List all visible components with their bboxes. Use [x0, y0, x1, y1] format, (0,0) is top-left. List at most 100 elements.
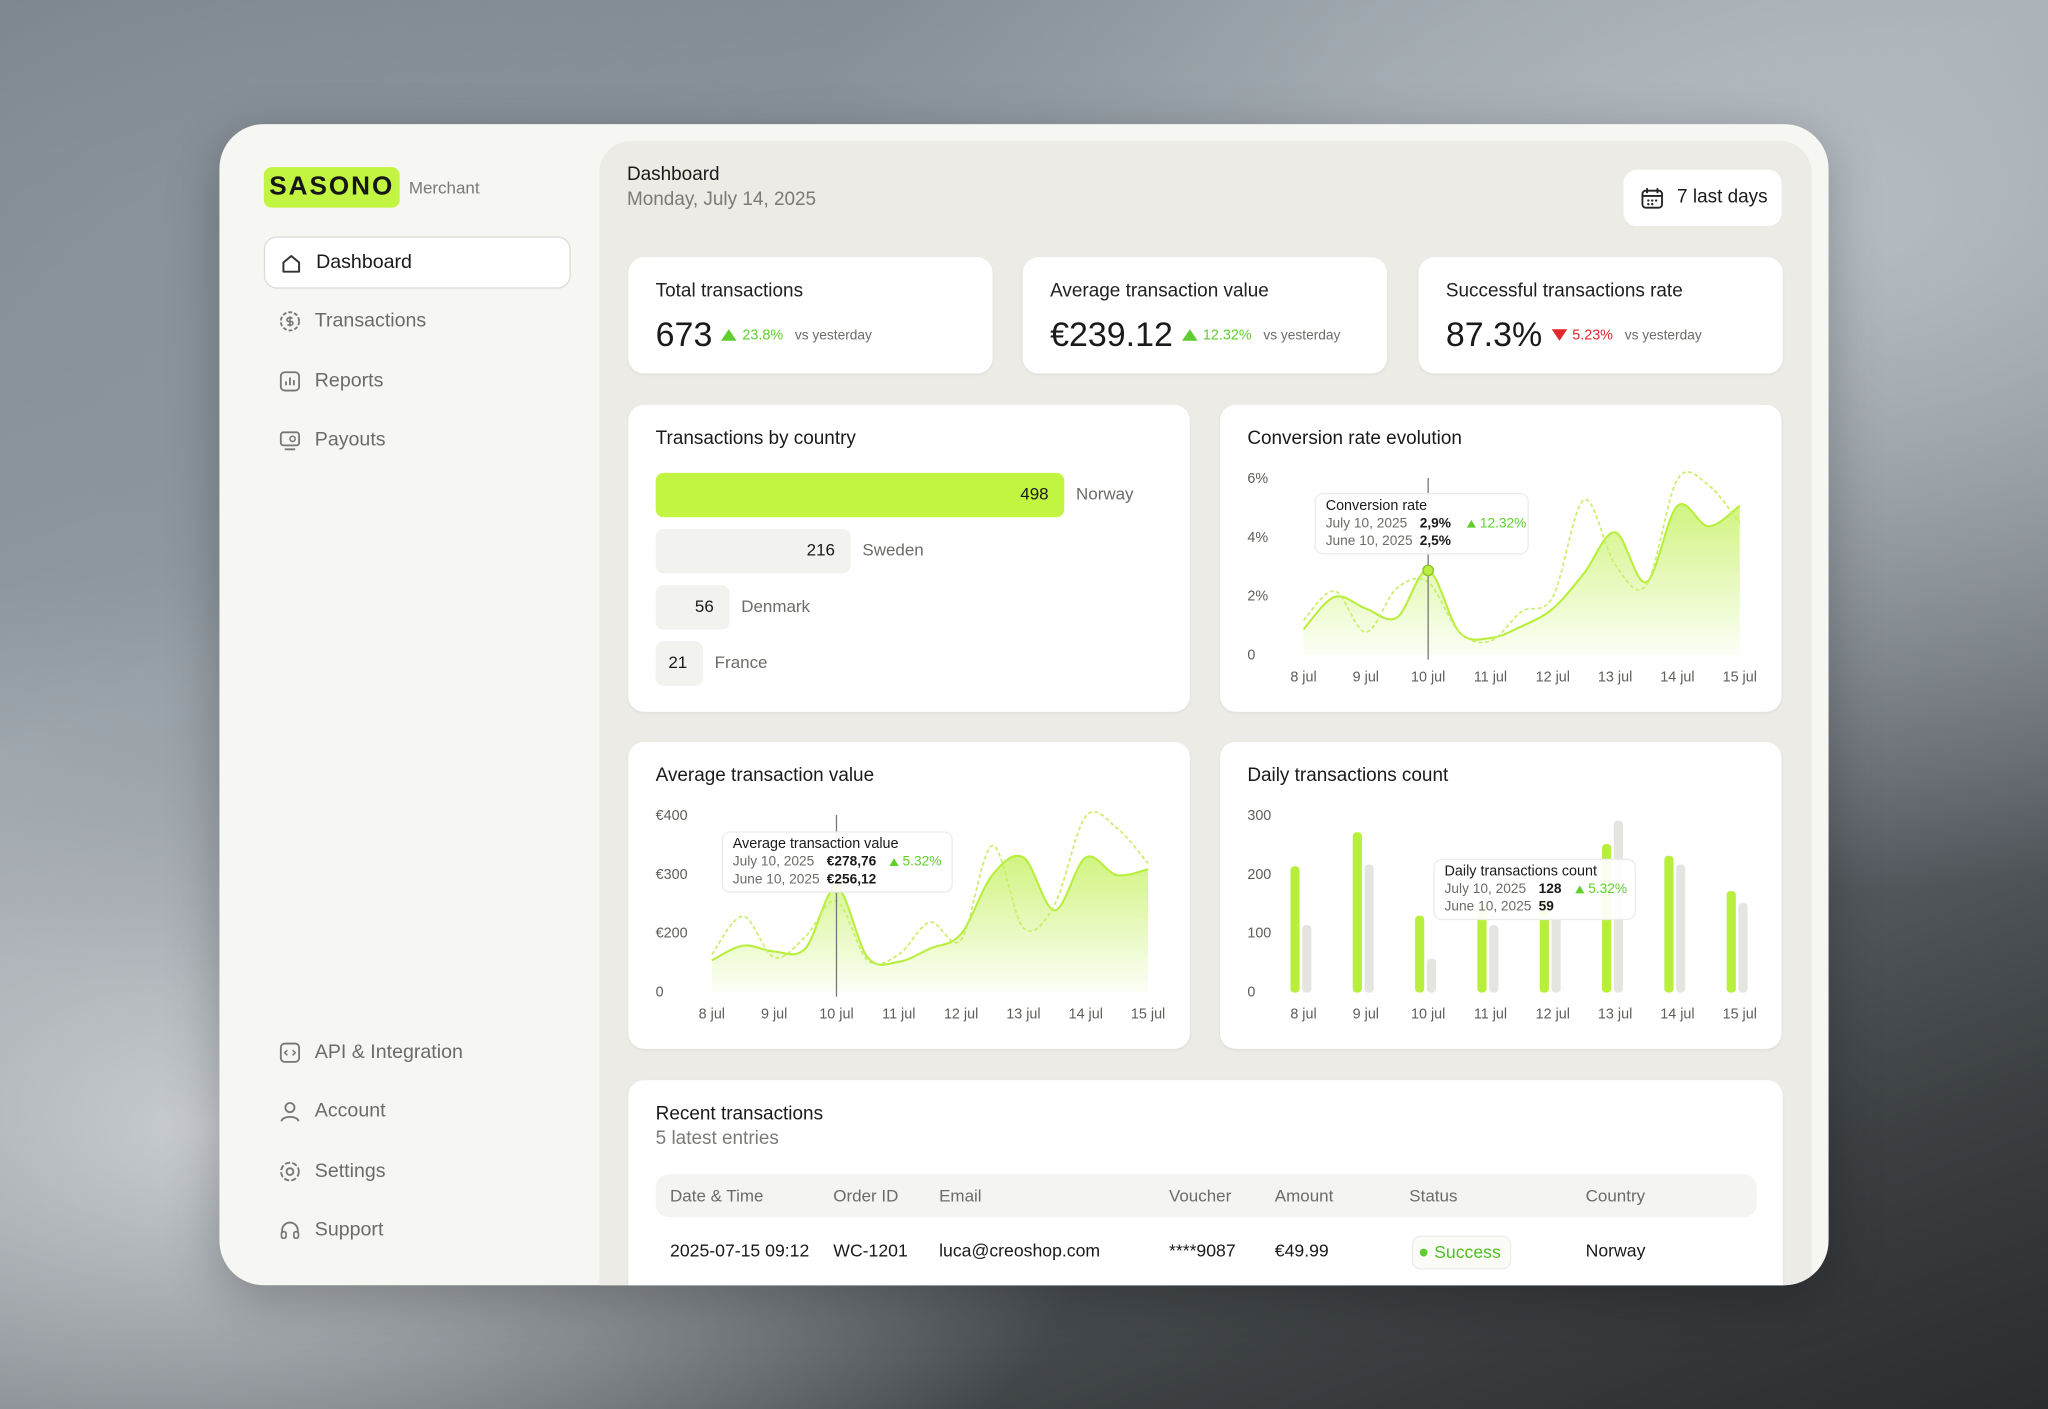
kpi-card: Average transaction value €239.12 12.32% vs…	[1022, 257, 1388, 374]
tooltip-date: July 10, 2025	[1326, 515, 1408, 530]
bar	[1726, 890, 1736, 993]
calendar-icon	[1641, 188, 1663, 209]
y-tick-label: 6%	[1247, 471, 1268, 487]
x-tick-label: 9 jul	[761, 1007, 787, 1023]
nav-label: Dashboard	[316, 250, 412, 273]
tooltip-change: 5.32%	[903, 854, 942, 869]
arrow	[721, 329, 738, 341]
x-tick-label: 11 jul	[1474, 670, 1507, 686]
kpi-compare: vs yesterday	[1624, 327, 1702, 343]
kpi-change: 12.32%	[1202, 327, 1252, 343]
tooltip-value: 2,9%	[1420, 515, 1451, 530]
line	[1302, 502, 1741, 641]
tooltip-date: June 10, 2025	[733, 871, 820, 886]
arrow	[1182, 329, 1198, 341]
kpi-row: €239.12 12.32% vs yesterday	[1050, 315, 1340, 355]
column-header: Order ID	[833, 1185, 899, 1206]
column-header: Email	[939, 1185, 982, 1206]
bar	[1364, 864, 1374, 993]
bar	[655, 472, 1065, 518]
x-tick-label: 9 jul	[1353, 670, 1379, 686]
tooltip-value: 128	[1539, 881, 1562, 896]
chart-card: Daily transactions count 0 100 200 300 8 jul 9…	[1219, 741, 1782, 1049]
x-tick-label: 12 jul	[944, 1007, 978, 1023]
tooltip-title: Conversion rate	[1326, 498, 1427, 514]
app-window: SASONO Merchant Dashboard Transactions Repor…	[219, 124, 1829, 1286]
tooltip-arrow	[889, 858, 899, 866]
bar	[1352, 832, 1362, 993]
page-date: Monday, July 14, 2025	[626, 189, 817, 211]
bar	[1664, 855, 1674, 993]
y-tick-label: €200	[656, 926, 688, 942]
status-dot	[1419, 1248, 1428, 1257]
chart: Daily transactions count 0 100 200 300 8 jul 9…	[1247, 765, 1757, 1023]
bar-category: Denmark	[741, 597, 810, 616]
table-cell: €49.99	[1274, 1240, 1329, 1261]
nav-item[interactable]: API & Integration	[264, 1027, 571, 1079]
date-range-button[interactable]: 7 last days	[1623, 169, 1782, 226]
bar	[1302, 925, 1312, 993]
kpi-value: 673	[655, 314, 713, 354]
tooltip-title: Average transaction value	[733, 836, 899, 852]
tooltip-value: 59	[1539, 899, 1555, 914]
y-tick-label: 0	[1247, 647, 1255, 663]
date-range-label: 7 last days	[1677, 186, 1768, 208]
kpi-value: 87.3%	[1445, 314, 1543, 354]
chart-title: Conversion rate evolution	[1247, 428, 1462, 449]
column-header: Voucher	[1168, 1185, 1232, 1206]
kpi-card: Successful transactions rate 87.3% 5.23% vs…	[1418, 257, 1783, 374]
line	[1302, 471, 1741, 644]
chart: Transactions by country 498 Norway 216 Swede…	[655, 428, 1134, 686]
tooltip-change: 12.32%	[1480, 515, 1526, 530]
nav-item[interactable]: Reports	[264, 355, 571, 407]
bar	[1477, 904, 1487, 993]
nav-item[interactable]: Dashboard	[263, 236, 571, 289]
x-tick-label: 15 jul	[1723, 670, 1757, 686]
column-header: Country	[1585, 1185, 1646, 1206]
table-cell: Norway	[1585, 1240, 1646, 1261]
kpi-arrow	[721, 329, 738, 341]
table-cell: ****9087	[1168, 1240, 1236, 1261]
bar	[655, 641, 703, 686]
chart: Average transaction value 0 €200 €300 €400 8 …	[656, 765, 1166, 1023]
kpi-label: Successful transactions rate	[1445, 280, 1683, 302]
x-tick-label: 12 jul	[1536, 670, 1570, 686]
column-header: Amount	[1274, 1185, 1334, 1206]
bar	[1415, 915, 1425, 993]
logo-text: SASONO	[269, 172, 395, 202]
bar	[1426, 958, 1436, 993]
nav-item[interactable]: Settings	[264, 1145, 571, 1197]
y-tick-label: 0	[656, 984, 664, 1000]
kpi-arrow	[1551, 329, 1567, 341]
kpi-row: 673 23.8% vs yesterday	[656, 315, 872, 355]
x-tick-label: 10 jul	[1411, 670, 1445, 686]
nav-label: Transactions	[314, 309, 427, 333]
nav-icon	[279, 1042, 301, 1063]
nav-item[interactable]: Transactions	[264, 296, 571, 348]
tooltip-value: €278,76	[827, 854, 877, 869]
x-tick-label: 11 jul	[1474, 1007, 1507, 1023]
bar	[655, 585, 730, 630]
kpi-change: 23.8%	[742, 327, 784, 343]
hover-dot	[1422, 564, 1435, 577]
bar-value: 216	[807, 541, 835, 560]
bar	[1489, 925, 1499, 993]
nav-label: Reports	[314, 369, 384, 392]
nav-icon	[279, 311, 301, 332]
y-tick-label: €400	[656, 808, 688, 824]
chart: Conversion rate evolution 0 2% 4% 6% 8 jul 9 j…	[1247, 428, 1757, 686]
bar-value: 498	[1020, 485, 1048, 504]
nav-item[interactable]: Payouts	[264, 414, 571, 466]
bar	[1738, 902, 1748, 993]
table-cell: luca@creoshop.com	[939, 1240, 1101, 1261]
tooltip-value: €256,12	[827, 871, 877, 886]
kpi-value: €239.12	[1050, 314, 1173, 354]
tooltip-change: 5.32%	[1588, 881, 1627, 896]
x-tick-label: 9 jul	[1353, 1007, 1379, 1023]
kpi-compare: vs yesterday	[794, 327, 872, 343]
page-title: Dashboard	[626, 164, 720, 186]
nav-item[interactable]: Support	[264, 1204, 571, 1256]
tooltip	[1314, 493, 1529, 555]
nav-item[interactable]: Account	[264, 1086, 571, 1138]
